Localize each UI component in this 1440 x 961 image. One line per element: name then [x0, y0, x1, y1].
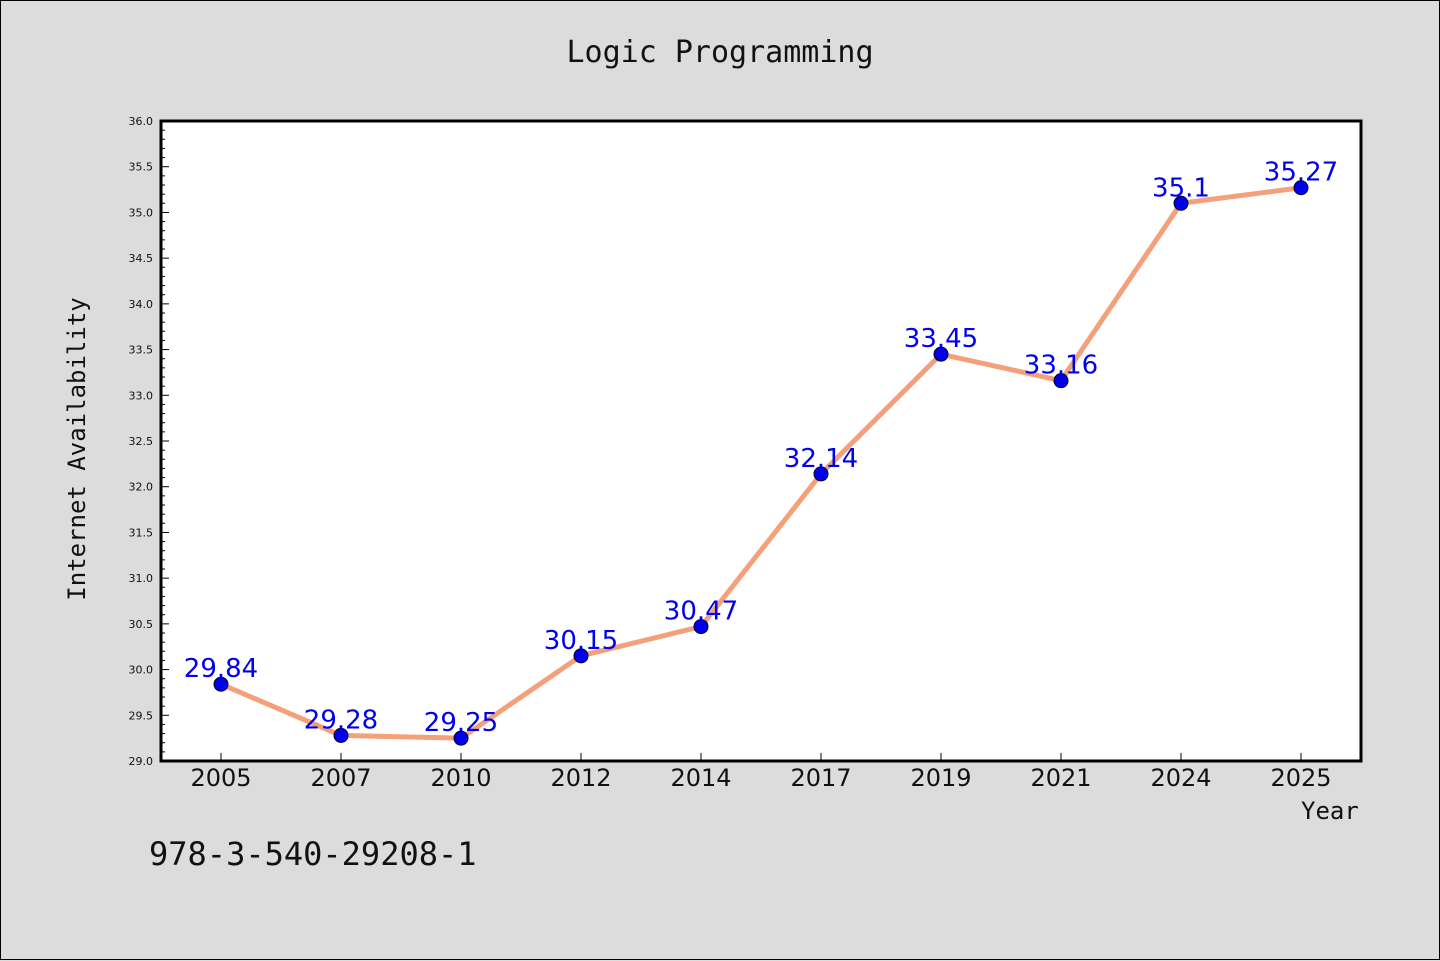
series-line	[218, 185, 1304, 741]
x-tick-label: 2012	[550, 764, 611, 792]
x-tick-label: 2017	[790, 764, 851, 792]
x-tick-label: 2019	[910, 764, 971, 792]
data-point	[813, 466, 829, 482]
y-tick-label: 29.5	[129, 709, 154, 722]
y-tick-label: 33.5	[129, 344, 154, 357]
x-tick-label: 2014	[670, 764, 731, 792]
y-tick-label: 32.5	[129, 435, 154, 448]
data-point	[1053, 373, 1069, 389]
isbn-text: 978-3-540-29208-1	[149, 835, 477, 873]
y-tick-label: 35.5	[129, 161, 154, 174]
data-label: 29.25	[424, 708, 498, 738]
y-tick-label: 36.0	[129, 115, 154, 128]
x-axis-label: Year	[1301, 797, 1359, 825]
y-tick-label: 35.0	[129, 206, 154, 219]
x-tick-label: 2025	[1270, 764, 1331, 792]
data-label: 29.28	[304, 705, 378, 735]
y-tick-label: 31.0	[129, 572, 154, 585]
data-label: 32.14	[784, 444, 858, 474]
data-point	[213, 676, 229, 692]
y-tick-label: 32.0	[129, 481, 154, 494]
data-label: 30.47	[664, 597, 738, 627]
x-tick-label: 2007	[310, 764, 371, 792]
data-point	[453, 730, 469, 746]
y-tick-label: 29.0	[129, 755, 154, 768]
chart-title: Logic Programming	[566, 35, 874, 70]
data-point	[1293, 180, 1309, 196]
y-tick-label: 34.5	[129, 252, 154, 265]
x-tick-label: 2021	[1030, 764, 1091, 792]
data-label: 29.84	[184, 654, 258, 684]
y-tick-label: 34.0	[129, 298, 154, 311]
x-tick-label: 2010	[430, 764, 491, 792]
data-label: 35.27	[1264, 158, 1338, 188]
data-point	[573, 648, 589, 664]
data-point	[933, 346, 949, 362]
data-label: 30.15	[544, 626, 618, 656]
x-tick-label: 2024	[1150, 764, 1211, 792]
y-tick-label: 33.0	[129, 389, 154, 402]
y-tick-label: 30.0	[129, 664, 154, 677]
data-point	[1173, 195, 1189, 211]
data-label: 33.45	[904, 324, 978, 354]
y-tick-label: 31.5	[129, 526, 154, 539]
data-point	[333, 727, 349, 743]
data-point	[693, 619, 709, 635]
x-tick-label: 2005	[190, 764, 251, 792]
data-label: 35.1	[1152, 173, 1210, 203]
plot-area	[159, 119, 1363, 763]
data-label: 33.16	[1024, 351, 1098, 381]
y-tick-label: 30.5	[129, 618, 154, 631]
